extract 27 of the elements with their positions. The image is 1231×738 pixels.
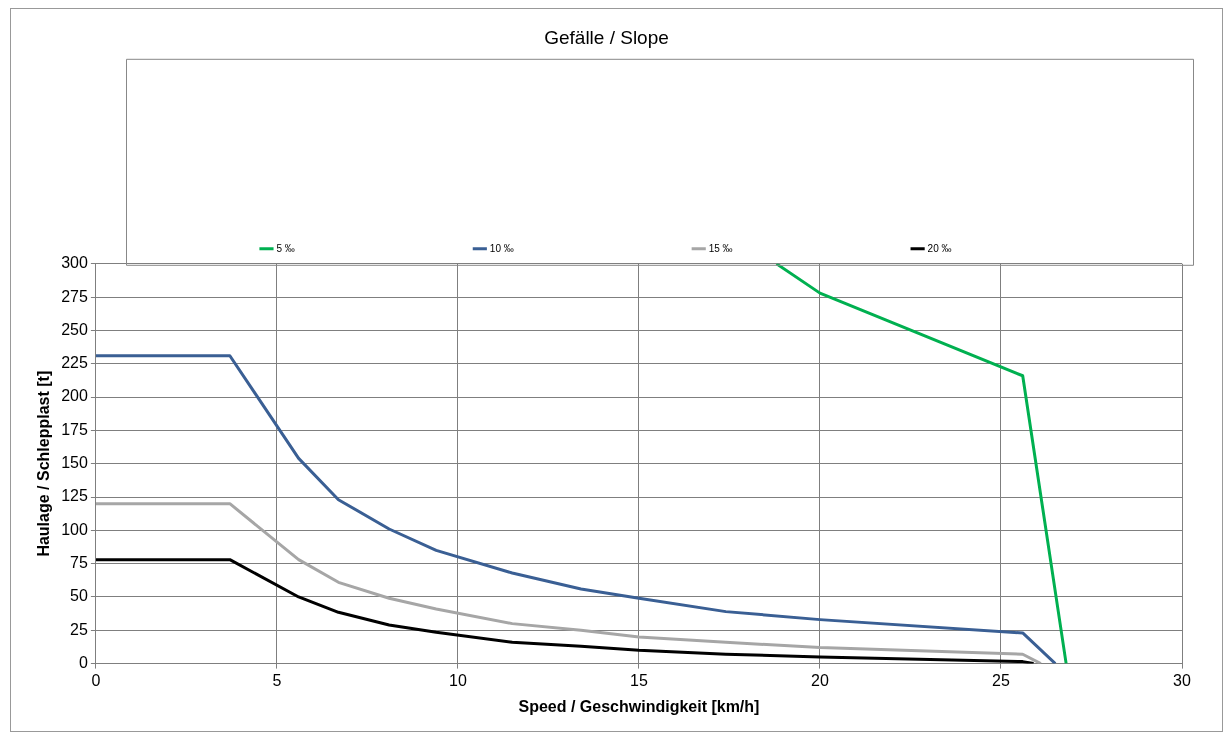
y-tick-label: 225 [61,354,88,372]
y-axis-title: Haulage / Schlepplast [t] [35,370,53,557]
y-tick-label: 175 [61,420,88,438]
x-tick-label: 15 [630,671,648,689]
y-tick-label: 0 [78,654,88,672]
y-tick-label: 75 [70,554,88,572]
x-tick-label: 20 [811,671,829,689]
x-tick-label: 0 [91,671,101,689]
legend-label: 10 ‰ [489,242,514,254]
y-tick-label: 275 [61,287,88,305]
y-tick-label: 150 [61,454,88,472]
y-tick-label: 250 [61,320,88,338]
y-tick-label: 25 [70,620,88,638]
y-tick-label: 50 [70,587,88,605]
x-tick-label: 25 [992,671,1010,689]
y-tick-label: 125 [61,487,88,505]
y-tick-label: 200 [61,387,88,405]
x-tick-label: 5 [272,671,282,689]
legend-label: 20 ‰ [927,242,952,254]
x-tick-label: 30 [1173,671,1191,689]
y-tick-label: 100 [61,520,88,538]
y-tick-label: 300 [61,254,88,272]
legend-label: 5 ‰ [276,242,295,254]
x-tick-label: 10 [449,671,467,689]
chart-title: Gefälle / Slope [544,26,669,48]
legend-label: 15 ‰ [708,242,733,254]
x-axis-title: Speed / Geschwindigkeit [km/h] [518,697,760,715]
